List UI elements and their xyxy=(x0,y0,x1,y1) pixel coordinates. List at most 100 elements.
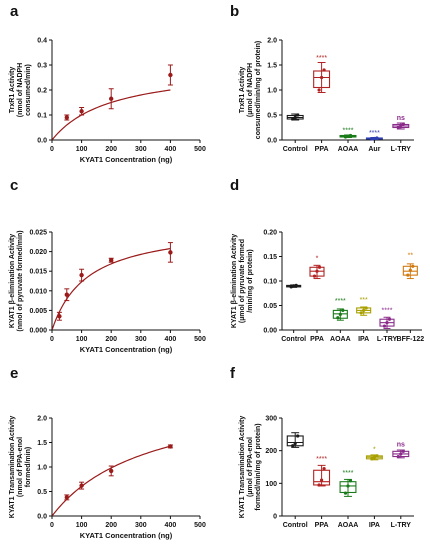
data-point xyxy=(372,136,376,141)
data-point xyxy=(322,467,326,471)
significance-label: * xyxy=(316,255,319,262)
x-tick-label: 400 xyxy=(165,522,177,529)
y-tick-label: 0.5 xyxy=(37,489,47,496)
category-label: PPA xyxy=(310,336,324,343)
data-point xyxy=(341,308,345,312)
category-label: AOAA xyxy=(338,146,359,153)
data-point xyxy=(362,308,366,312)
category-label: AOAA xyxy=(338,522,359,529)
y-axis-label: KYAT1 β-elimination Activity xyxy=(9,234,16,328)
y-tick-label: 0.4 xyxy=(37,38,47,45)
data-point xyxy=(364,306,368,310)
x-tick-label: 300 xyxy=(135,336,147,343)
significance-label: **** xyxy=(316,55,327,62)
data-point xyxy=(396,125,400,130)
y-axis-label: consumed/min) xyxy=(25,64,32,116)
category-label: IPA xyxy=(358,336,369,343)
data-point xyxy=(312,274,317,278)
y-axis-label: /min/mg of protein) xyxy=(247,249,254,312)
data-point xyxy=(338,312,342,316)
data-point xyxy=(317,88,321,92)
y-tick-label: 2.0 xyxy=(37,416,47,423)
x-tick-label: 500 xyxy=(194,522,206,529)
category-label: Aur xyxy=(368,146,380,153)
y-axis-label: (nmol of pyruvate formed/min) xyxy=(17,230,24,331)
y-tick-label: 0.00 xyxy=(263,328,277,335)
box xyxy=(286,435,304,447)
category-label: Control xyxy=(283,146,308,153)
y-axis-label: TrxR1 Activity xyxy=(9,67,16,114)
data-point xyxy=(289,285,293,289)
y-tick-label: 0.5 xyxy=(267,113,277,120)
fit-curve xyxy=(51,445,171,516)
data-point xyxy=(370,137,374,141)
category-label: PPA xyxy=(315,146,329,153)
x-tick-label: 200 xyxy=(105,522,117,529)
y-tick-label: 0.005 xyxy=(29,308,47,315)
y-tick-label: 0.020 xyxy=(29,249,47,256)
significance-label: **** xyxy=(316,456,327,463)
data-point xyxy=(343,491,348,495)
data-point xyxy=(396,454,400,459)
data-point xyxy=(387,317,392,321)
significance-label: **** xyxy=(382,307,393,314)
data-point xyxy=(372,455,376,459)
category-label: Control xyxy=(283,522,308,529)
y-tick-label: 0.015 xyxy=(29,269,47,276)
data-point xyxy=(293,115,297,120)
y-tick-label: 0.10 xyxy=(263,279,277,286)
y-tick-label: 0.0 xyxy=(37,138,47,145)
category-label: PPA xyxy=(315,522,329,529)
panel-b: b 0.0 0.5 1.0 1.5 2.0 TrxR1 Activity (µmol of N… xyxy=(230,3,414,153)
y-axis-label: KYAT1 β-elimination Activity xyxy=(231,234,238,328)
category-label: AOAA xyxy=(330,336,351,343)
category-label: IPA xyxy=(369,522,380,529)
panel-f: f 0 100 200 300 KYAT1 Transamination Activity… xyxy=(230,365,414,529)
y-tick-label: 0.20 xyxy=(263,230,277,237)
significance-label: * xyxy=(373,447,376,454)
y-axis-label: (µmol of pyruvate formed xyxy=(239,239,246,323)
data-point xyxy=(408,268,412,272)
data-point xyxy=(320,478,324,482)
data-point xyxy=(294,283,298,288)
y-axis-label: (µmol of NADPH xyxy=(247,63,254,117)
x-tick-label: 500 xyxy=(194,336,206,343)
y-tick-label: 0.000 xyxy=(29,328,47,335)
data-point xyxy=(315,269,319,273)
data-point xyxy=(168,444,173,449)
significance-label: ** xyxy=(408,252,414,259)
y-tick-label: 0.0 xyxy=(267,138,277,145)
y-axis-label: (nmol of NADPH xyxy=(17,63,24,117)
data-point xyxy=(348,479,353,483)
panel-letter: a xyxy=(10,3,19,20)
data-point xyxy=(346,484,350,488)
category-label: BFF-122 xyxy=(397,336,425,343)
y-axis-label: formed/min) xyxy=(25,447,32,487)
significance-label: **** xyxy=(343,470,354,477)
y-tick-label: 0.15 xyxy=(263,254,277,261)
category-label: Control xyxy=(281,336,306,343)
x-tick-label: 100 xyxy=(76,336,88,343)
x-tick-label: 100 xyxy=(76,146,88,153)
data-point xyxy=(168,72,173,78)
data-point xyxy=(291,117,295,121)
significance-label: **** xyxy=(335,298,346,305)
x-tick-label: 300 xyxy=(135,146,147,153)
category-label: L-TRY xyxy=(377,336,398,343)
box xyxy=(339,481,357,494)
y-tick-label: 1.5 xyxy=(267,63,277,70)
y-tick-label: 1.5 xyxy=(37,440,47,447)
panel-e: e 0.0 0.5 1.0 1.5 2.0 KYAT1 Transamination Act… xyxy=(9,365,206,540)
data-point xyxy=(336,316,340,320)
y-axis-label: TrxR1 Activity xyxy=(239,67,246,114)
data-point xyxy=(79,109,84,114)
x-tick-label: 500 xyxy=(194,146,206,153)
data-point xyxy=(322,68,326,72)
data-point xyxy=(370,457,374,461)
y-tick-label: 0.1 xyxy=(37,113,47,120)
data-point xyxy=(385,321,389,325)
data-point xyxy=(168,250,173,255)
panel-a: a 0.0 0.1 0.2 0.3 0.4 TrxR1 Activity (nmol of N… xyxy=(9,3,206,164)
x-axis-label: KYAT1 Concentration (ng) xyxy=(80,531,173,540)
